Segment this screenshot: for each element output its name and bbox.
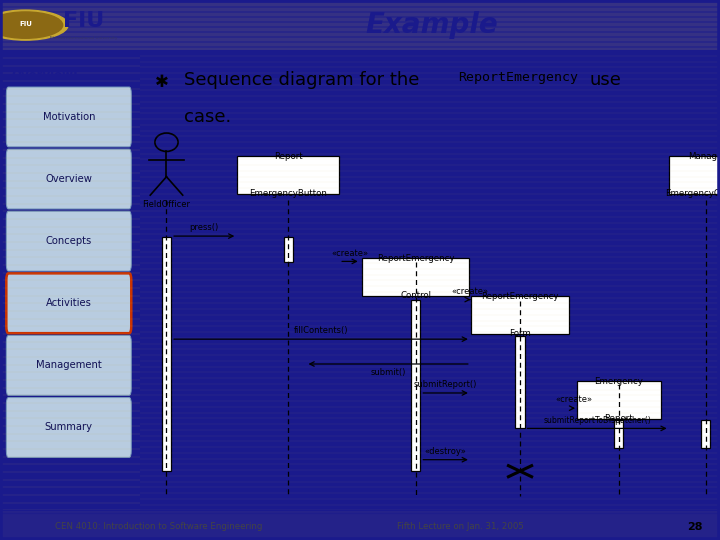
FancyBboxPatch shape (6, 335, 131, 395)
Text: Report: Report (274, 152, 302, 161)
FancyBboxPatch shape (6, 87, 131, 147)
FancyBboxPatch shape (577, 381, 660, 419)
Text: Management: Management (36, 360, 102, 370)
FancyBboxPatch shape (411, 300, 420, 471)
Text: Overview: Overview (45, 174, 92, 184)
Text: submitReportToDispatcher(): submitReportToDispatcher() (544, 416, 651, 424)
Text: ReportEmergency: ReportEmergency (377, 254, 454, 263)
Text: EmergencyControl: EmergencyControl (665, 189, 720, 198)
Text: case.: case. (184, 107, 231, 126)
Text: submitReport(): submitReport() (414, 380, 477, 389)
Text: EmergencyButton: EmergencyButton (249, 189, 327, 198)
Text: Emergency: Emergency (594, 377, 643, 386)
Text: Activities: Activities (46, 298, 91, 308)
Text: 28: 28 (687, 522, 703, 532)
FancyBboxPatch shape (471, 296, 570, 334)
FancyBboxPatch shape (516, 336, 525, 428)
Text: submit(): submit() (371, 368, 406, 377)
Text: ReportEmergency: ReportEmergency (481, 292, 559, 301)
Text: ✱: ✱ (155, 73, 168, 91)
Text: press(): press() (189, 224, 219, 232)
Text: «create»: «create» (451, 287, 489, 296)
FancyBboxPatch shape (614, 420, 624, 448)
Text: «create»: «create» (331, 248, 369, 258)
Text: Fifth Lecture on Jan. 31, 2005: Fifth Lecture on Jan. 31, 2005 (397, 522, 524, 531)
Text: CEN 4010: Introduction to Software Engineering: CEN 4010: Introduction to Software Engin… (55, 522, 262, 531)
Text: «destroy»: «destroy» (425, 447, 467, 456)
Text: Example: Example (366, 11, 498, 39)
FancyBboxPatch shape (362, 258, 469, 296)
Text: Concepts: Concepts (45, 236, 92, 246)
FancyBboxPatch shape (6, 397, 131, 457)
Text: Report: Report (604, 414, 633, 423)
FancyBboxPatch shape (284, 237, 293, 262)
Text: FIU: FIU (63, 11, 104, 31)
FancyBboxPatch shape (701, 420, 710, 448)
Text: FIU: FIU (19, 21, 32, 27)
Text: Manage: Manage (688, 152, 720, 161)
Text: Motivation: Motivation (42, 112, 95, 122)
Text: Form: Form (509, 329, 531, 338)
Text: Sequence diagram for the: Sequence diagram for the (184, 71, 419, 89)
Circle shape (0, 10, 68, 40)
FancyBboxPatch shape (162, 237, 171, 471)
FancyBboxPatch shape (6, 149, 131, 209)
Text: FieldOfficer: FieldOfficer (143, 200, 191, 209)
Text: «create»: «create» (555, 395, 593, 404)
Text: fillContents(): fillContents() (294, 326, 348, 335)
Text: ReportEmergency: ReportEmergency (458, 71, 578, 84)
Text: Florida International University: Florida International University (50, 36, 118, 40)
FancyBboxPatch shape (6, 273, 131, 333)
Circle shape (0, 12, 63, 38)
Text: Overview:: Overview: (12, 69, 78, 82)
Text: Summary: Summary (45, 422, 93, 433)
Text: Control: Control (400, 291, 431, 300)
FancyBboxPatch shape (670, 156, 720, 194)
FancyBboxPatch shape (6, 211, 131, 271)
FancyBboxPatch shape (238, 156, 339, 194)
Text: use: use (590, 71, 621, 89)
